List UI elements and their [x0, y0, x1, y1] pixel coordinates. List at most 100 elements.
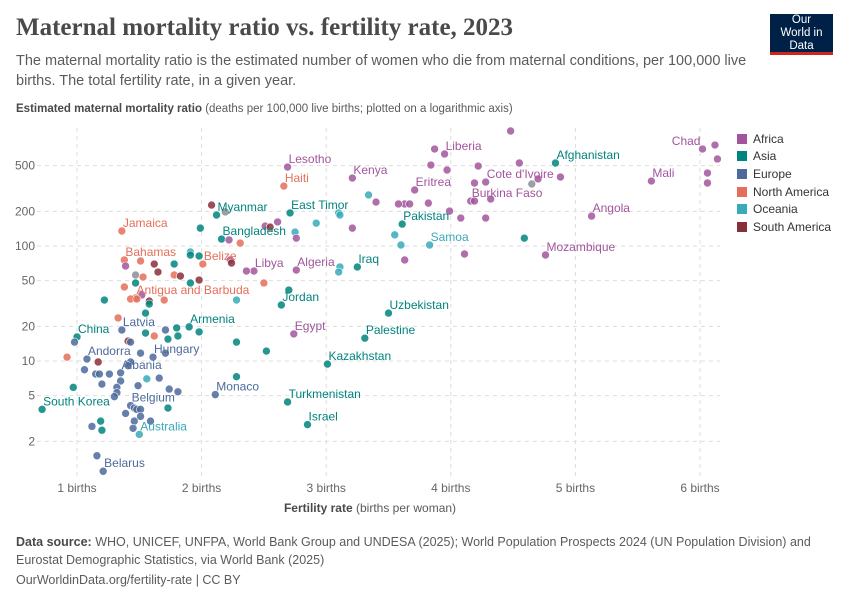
legend-item[interactable]: Africa — [737, 130, 831, 148]
gridlines — [37, 128, 720, 476]
data-point — [424, 198, 433, 208]
data-point — [92, 451, 102, 461]
data-point — [172, 323, 181, 333]
data-point — [207, 200, 216, 210]
data-point — [159, 295, 169, 305]
legend-item[interactable]: Oceania — [737, 200, 831, 218]
data-point — [470, 196, 479, 206]
point-label: Belarus — [104, 456, 145, 470]
data-point-algeria — [291, 265, 301, 275]
data-point — [131, 270, 140, 280]
y-axis-title-bold: Estimated maternal mortality ratio — [16, 103, 202, 115]
point-label: Liberia — [446, 139, 482, 153]
data-point-liberia — [440, 149, 449, 159]
data-point — [481, 213, 490, 223]
data-point-armenia — [184, 322, 194, 332]
data-point — [136, 256, 145, 266]
data-point — [186, 278, 195, 288]
x-axis-title: Fertility rate (births per woman) — [284, 501, 456, 515]
data-point — [161, 325, 170, 335]
point-label: Jordan — [282, 290, 319, 304]
point-labels: Chad Mali Afghanistan Liberia Cote d'Ivoire B… — [43, 134, 700, 470]
legend-label: Oceania — [753, 202, 798, 217]
data-point — [176, 271, 185, 281]
data-point — [396, 240, 406, 250]
data-point — [703, 178, 712, 188]
point-label: Monaco — [216, 380, 259, 394]
legend-swatch — [737, 133, 747, 144]
data-point — [68, 383, 78, 392]
data-point — [141, 308, 150, 318]
data-point-belarus — [98, 466, 108, 476]
data-point — [194, 251, 204, 261]
data-point — [136, 348, 145, 358]
data-point — [710, 140, 720, 150]
legend: Africa Asia Europe North America Oceania Sout… — [737, 130, 831, 236]
data-point — [273, 217, 282, 227]
data-point-mozambique — [541, 250, 550, 260]
legend-swatch — [737, 221, 747, 232]
legend-label: Africa — [753, 131, 784, 146]
point-label: Cote d'Ivoire — [487, 167, 554, 181]
y-tick-label: 5 — [28, 389, 35, 403]
legend-swatch — [737, 168, 747, 179]
x-axis-title-bold: Fertility rate — [284, 501, 353, 515]
source-url[interactable]: OurWorldinData.org/fertility-rate | CC B… — [16, 573, 241, 587]
data-point — [128, 423, 138, 433]
data-point — [96, 416, 105, 426]
legend-item[interactable]: North America — [737, 183, 831, 201]
point-label: Angola — [593, 201, 631, 215]
y-tick-label: 100 — [15, 239, 35, 253]
point-label: Belgium — [132, 391, 175, 405]
data-point — [161, 348, 170, 358]
y-tick-label: 500 — [15, 159, 35, 173]
data-point — [126, 337, 135, 347]
data-point — [520, 233, 529, 243]
data-point-kazakhstan — [323, 359, 332, 369]
source-label: Data source: — [16, 535, 92, 549]
data-point — [164, 384, 174, 394]
point-label: Eritrea — [416, 175, 452, 189]
data-point-kenya — [348, 173, 357, 183]
legend-item[interactable]: Asia — [737, 148, 831, 166]
data-point — [149, 259, 159, 269]
data-point — [311, 218, 321, 228]
x-tick-label: 3 births — [307, 481, 346, 495]
data-point — [105, 369, 114, 379]
data-point — [390, 230, 400, 240]
data-point — [232, 372, 241, 382]
point-label: Kenya — [353, 163, 387, 177]
data-point-uzbekistan — [384, 308, 393, 318]
data-point — [130, 416, 139, 426]
data-point — [144, 299, 154, 309]
x-tick-label: 2 births — [182, 481, 221, 495]
data-point — [220, 207, 230, 217]
data-point-jordan — [277, 300, 286, 310]
legend-item[interactable]: Europe — [737, 165, 831, 183]
point-label: Afghanistan — [556, 148, 619, 162]
data-point — [110, 392, 119, 401]
data-point — [371, 197, 381, 207]
legend-swatch — [737, 204, 747, 215]
owid-logo[interactable]: Our World in Data — [770, 14, 833, 55]
data-point — [232, 337, 241, 347]
legend-swatch — [737, 186, 747, 197]
data-point-latvia — [117, 325, 127, 335]
legend-item[interactable]: South America — [737, 218, 831, 236]
data-point-chad — [698, 144, 707, 154]
point-label: Turkmenistan — [289, 387, 361, 401]
tick-labels: 2 5 10 20 50 100 200 500 1 births 2 births 3 birth… — [15, 159, 720, 495]
data-point — [70, 337, 79, 347]
y-tick-label: 200 — [15, 204, 35, 218]
data-point — [116, 376, 125, 386]
data-point-haiti — [279, 181, 289, 191]
chart-subtitle: The maternal mortality ratio is the esti… — [16, 53, 747, 89]
point-label: East Timor — [291, 198, 348, 212]
point-label: Bahamas — [125, 245, 176, 259]
point-label: Pakistan — [403, 209, 449, 223]
data-point — [133, 381, 143, 390]
data-point — [196, 223, 205, 233]
point-label: Burkina Faso — [472, 186, 543, 200]
y-tick-label: 2 — [28, 434, 35, 448]
